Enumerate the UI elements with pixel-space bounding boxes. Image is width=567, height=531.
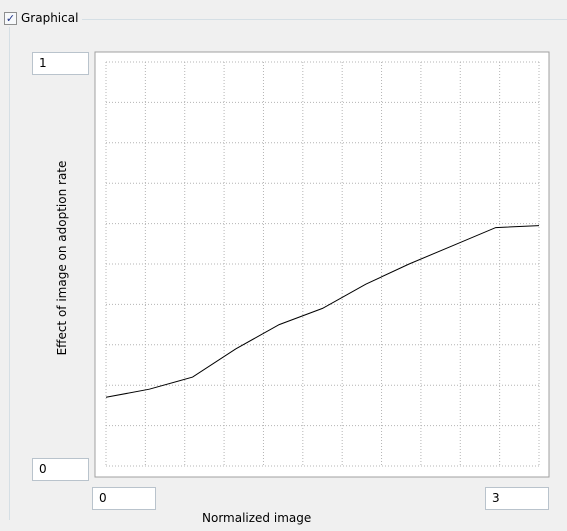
graphical-label: Graphical [21, 11, 79, 25]
x-axis-label: Normalized image [202, 511, 312, 525]
y-min-input[interactable]: 0 [32, 458, 89, 481]
series-line [105, 225, 540, 398]
y-max-input[interactable]: 1 [32, 52, 89, 75]
x-min-input[interactable]: 0 [92, 487, 156, 510]
plot-grid [105, 61, 540, 467]
graphical-groupbox [9, 19, 567, 520]
graphical-toggle[interactable]: ✓ Graphical [4, 9, 83, 27]
checkmark-icon: ✓ [5, 11, 16, 25]
graphical-checkbox[interactable]: ✓ [4, 11, 17, 25]
x-max-input[interactable]: 3 [485, 487, 549, 510]
